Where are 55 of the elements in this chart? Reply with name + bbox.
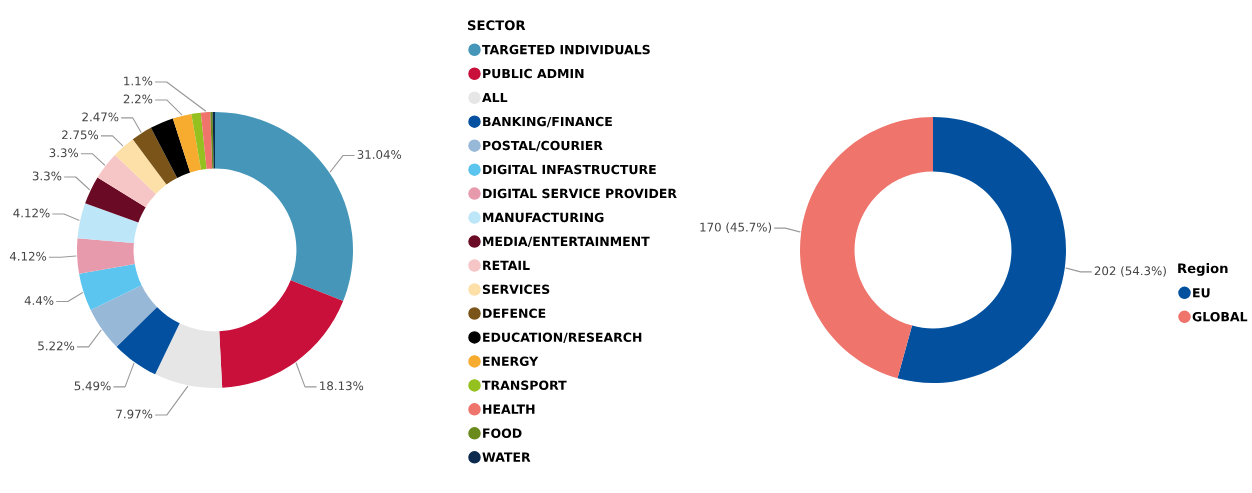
legend-label: BANKING/FINANCE <box>483 116 612 128</box>
legend-label: DIGITAL INFASTRUCTURE <box>483 164 656 175</box>
legend-label: DEFENCE <box>483 308 546 319</box>
data-label: 3.3% <box>49 148 79 158</box>
donut-slice <box>116 307 180 375</box>
donut-slice <box>132 127 178 185</box>
legend-label: RETAIL <box>483 260 530 270</box>
donut-slice <box>155 323 223 388</box>
legend-label: SERVICES <box>482 284 550 295</box>
data-label: 5.49% <box>74 381 111 391</box>
legend-label: DIGITAL SERVICE PROVIDER <box>483 188 677 199</box>
legend-label: ALL <box>482 92 508 103</box>
legend-label: GLOBAL <box>1192 311 1248 322</box>
legend-label: WATER <box>482 452 531 462</box>
donut-slice <box>215 112 353 302</box>
donut-slice <box>79 264 142 310</box>
data-label: 4.4% <box>24 296 54 305</box>
legend-label: PUBLIC ADMIN <box>483 68 584 79</box>
donut-slice <box>114 139 167 194</box>
legend-label: ENERGY <box>483 356 539 366</box>
legend-label: EDUCATION/RESEARCH <box>483 332 642 343</box>
donut-slice <box>191 112 207 170</box>
legend-label: POSTAL/COURIER <box>483 140 603 152</box>
legend-title: Region <box>1178 263 1228 276</box>
data-label: 1.1% <box>124 76 153 86</box>
donut-slice <box>200 112 213 170</box>
legend-label: FOOD <box>483 428 522 438</box>
legend-label: HEALTH <box>483 404 535 414</box>
data-label: 31.04% <box>357 150 402 159</box>
donut-slice <box>85 177 146 223</box>
data-label: 2.2% <box>123 94 153 104</box>
legend-label: TARGETED INDIVIDUALS <box>482 44 650 55</box>
data-label: 18.13% <box>320 381 364 391</box>
data-label: 202 (54.3%) <box>1094 266 1166 277</box>
data-label: 4.12% <box>9 251 47 261</box>
donut-slice <box>90 285 157 347</box>
donut-slice <box>77 238 135 274</box>
data-label: 2.75% <box>62 130 99 140</box>
donut-slice <box>897 117 1066 383</box>
data-label: 5.22% <box>38 341 75 351</box>
data-label: 7.97% <box>116 409 153 419</box>
donut-slice <box>77 203 139 243</box>
legend-label: EU <box>1193 288 1210 298</box>
data-label: 4.12% <box>13 208 50 218</box>
donut-slice <box>800 117 933 379</box>
legend-label: MEDIA/ENTERTAINMENT <box>483 236 650 248</box>
data-label: 170 (45.7%) <box>700 222 772 233</box>
data-label: 2.47% <box>82 112 119 122</box>
donut-slice <box>172 114 202 173</box>
legend-title: SECTOR <box>467 20 526 31</box>
donut-slice <box>97 154 156 208</box>
legend-label: TRANSPORT <box>482 380 567 390</box>
legend-label: MANUFACTURING <box>483 212 604 223</box>
donut-slice <box>150 118 191 178</box>
data-label: 3.3% <box>32 171 62 181</box>
